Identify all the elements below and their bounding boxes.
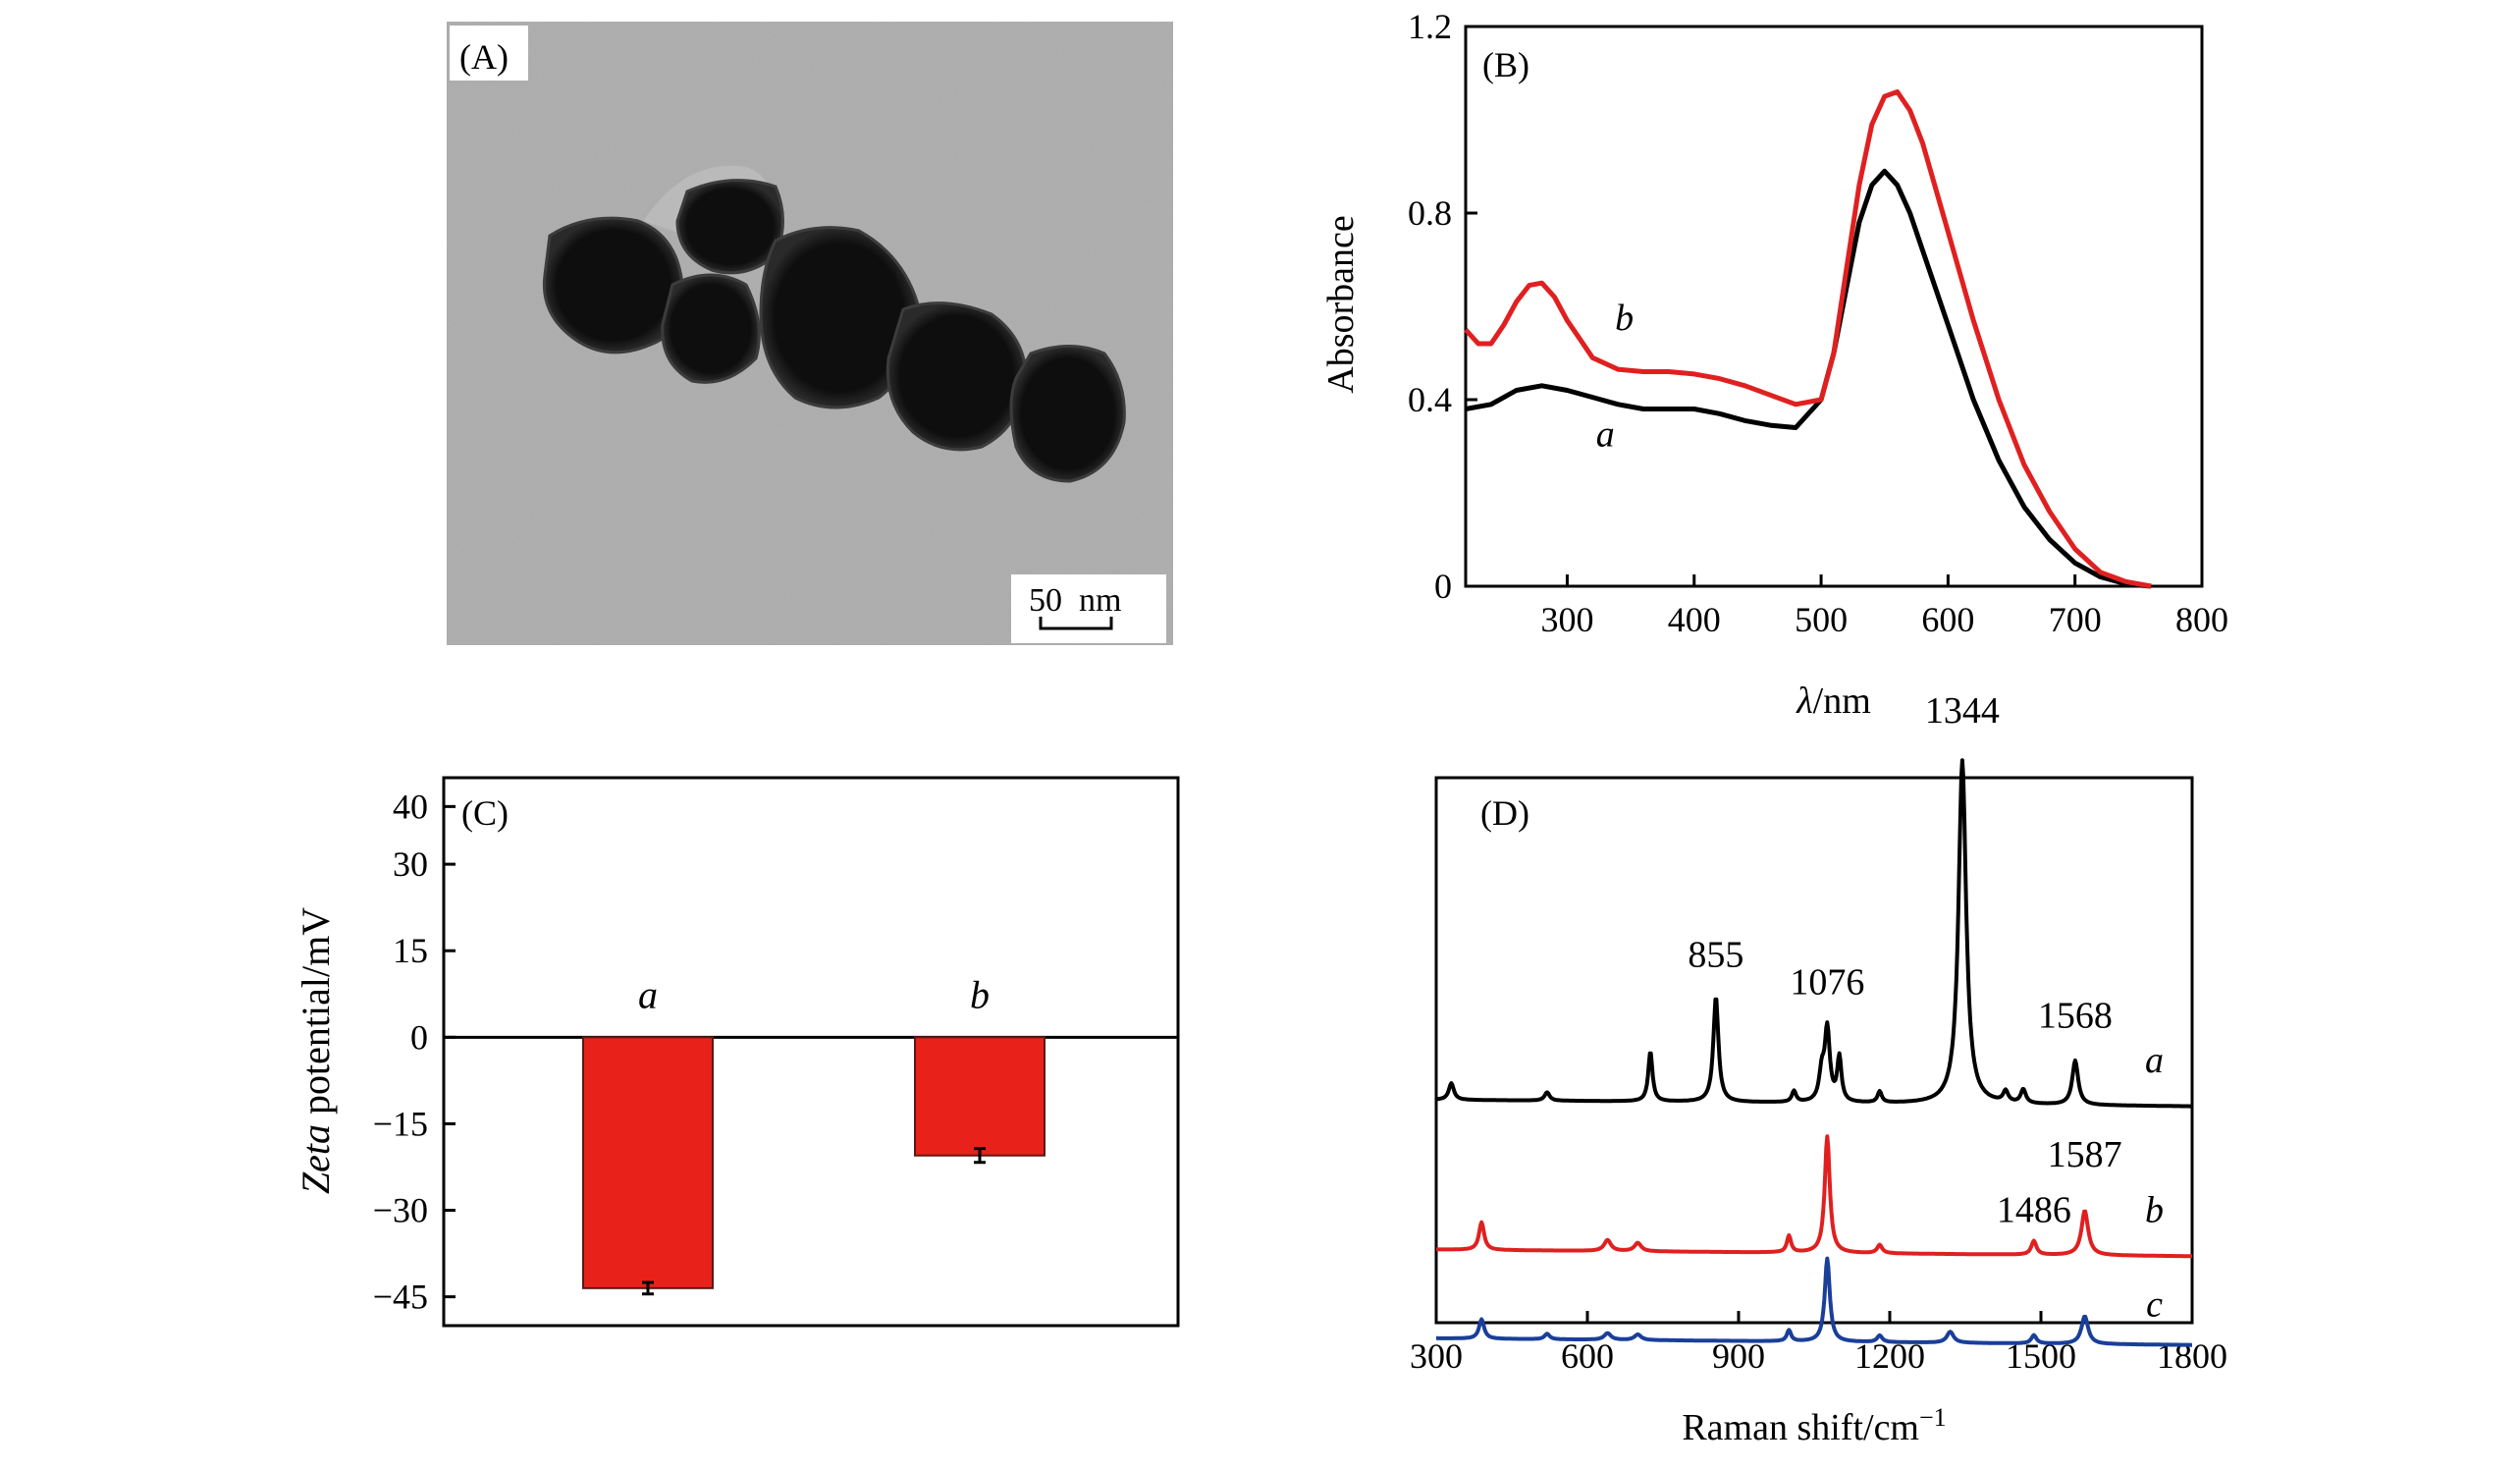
- panel-c-bar-a: [582, 1036, 714, 1289]
- panel-c-ylabel-zeta: Zeta: [294, 1124, 338, 1194]
- panel-d: (D) 300 600 900 1200 1500 1800 85510761344156…: [1410, 690, 2227, 1448]
- panel-c-ytick-label: 30: [393, 844, 428, 884]
- panel-b-xtick-label: 800: [2175, 600, 2228, 639]
- panel-c-category-label: b: [970, 972, 990, 1016]
- panel-d-curve-label: a: [2145, 1040, 2164, 1081]
- panel-d-curve-label: b: [2145, 1189, 2164, 1230]
- panel-c-error-bar: [642, 1280, 654, 1296]
- scale-bar-box: [1011, 574, 1166, 643]
- panel-b-label: (B): [1482, 45, 1529, 84]
- panel-a: (A) 50 nm: [447, 22, 1173, 645]
- panel-d-xtick-label: 900: [1712, 1336, 1765, 1376]
- panel-d-xlabel-sup: −1: [1919, 1403, 1947, 1432]
- panel-b-ticks: 300 400 500 600 700 800 0 0.4 0.8 1.2: [1408, 7, 2228, 639]
- panel-c-bar-b: [914, 1036, 1046, 1157]
- panel-b-ytick-label: 0.4: [1408, 380, 1452, 419]
- panel-c-ytick-label: 40: [393, 787, 428, 826]
- panel-d-peak-label: 855: [1688, 934, 1743, 975]
- panel-b-xlabel-symbol: λ: [1796, 680, 1812, 722]
- nanoparticle: [661, 273, 761, 384]
- panel-c-ytick-label: −30: [373, 1191, 428, 1230]
- panel-b-ytick-label: 0.8: [1408, 193, 1452, 233]
- panel-d-xlabel-text: Raman shift/cm: [1682, 1407, 1919, 1448]
- panel-c-ytick-label: 0: [410, 1017, 428, 1057]
- panel-b-series-b: [1464, 89, 2152, 589]
- panel-d-peak-label: 1587: [2048, 1134, 2122, 1175]
- panel-c-ytick-label: −45: [373, 1278, 428, 1317]
- panel-b-xtick-label: 300: [1540, 600, 1593, 639]
- nanoparticle: [885, 301, 1028, 452]
- panel-c-frame: [442, 776, 1180, 1328]
- panel-a-label: (A): [459, 37, 509, 77]
- panel-b-series-a: [1465, 168, 2152, 589]
- panel-d-frame: [1434, 776, 2194, 1325]
- panel-c-ylabel: Zeta potential/mV: [294, 907, 338, 1194]
- panel-b-xtick-label: 500: [1795, 600, 1848, 639]
- panel-b-curve-label: a: [1596, 414, 1615, 456]
- panel-b-ytick-label: 0: [1434, 567, 1452, 606]
- panel-d-xlabel: Raman shift/cm−1: [1682, 1403, 1946, 1448]
- panel-d-series-a: [1435, 758, 2193, 1109]
- panel-d-series-c: [1435, 1256, 2193, 1347]
- panel-b-frame: [1464, 25, 2204, 588]
- scale-bar-label: 50 nm: [1029, 582, 1121, 619]
- panel-d-xtick-label: 300: [1410, 1336, 1463, 1376]
- panel-b-xtick-label: 400: [1668, 600, 1721, 639]
- panel-b-xlabel: λ/nm: [1796, 680, 1871, 722]
- panel-d-curve-label: c: [2146, 1283, 2163, 1325]
- scale-bar: [1039, 617, 1113, 630]
- panel-d-label: (D): [1480, 793, 1529, 833]
- panel-b-xtick-label: 700: [2049, 600, 2102, 639]
- panel-a-label-box: [450, 26, 528, 81]
- nanoparticle: [1009, 345, 1126, 483]
- panel-b-curve-label: b: [1615, 298, 1634, 339]
- panel-b-xtick-label: 600: [1921, 600, 1974, 639]
- panel-d-xtick-label: 600: [1561, 1336, 1614, 1376]
- panel-c-ytick-label: 15: [393, 931, 428, 970]
- panel-d-peak-label: 1344: [1925, 690, 2000, 732]
- panel-c-ytick-label: −15: [373, 1104, 428, 1143]
- panel-b-ytick-label: 1.2: [1408, 7, 1452, 46]
- panel-c-error-bar: [974, 1147, 986, 1165]
- panel-d-series-b: [1435, 1134, 2193, 1259]
- panel-c-label: (C): [461, 793, 509, 833]
- panel-b-curves: ab: [1464, 89, 2152, 589]
- panel-d-peak-label: 1486: [1997, 1189, 2071, 1230]
- panel-b-ylabel: Absorbance: [1320, 215, 1362, 393]
- panel-d-peak-label: 1076: [1790, 962, 1864, 1004]
- panel-b-xlabel-unit: /nm: [1813, 680, 1871, 722]
- nanoparticle: [759, 226, 920, 409]
- panel-d-peak-label: 1568: [2038, 996, 2113, 1037]
- nanoparticles: [542, 179, 1126, 483]
- panel-d-xtick-label: 1800: [2157, 1336, 2227, 1376]
- panel-d-curves: 855 1076 1344 1568 1486 1587 a b c: [1435, 690, 2193, 1347]
- panel-c-ticks: −45 −30 −15 0 15 30 40: [373, 787, 1178, 1317]
- panel-c-category-label: a: [638, 972, 658, 1016]
- panel-c-ylabel-unit: potential/mV: [294, 907, 338, 1124]
